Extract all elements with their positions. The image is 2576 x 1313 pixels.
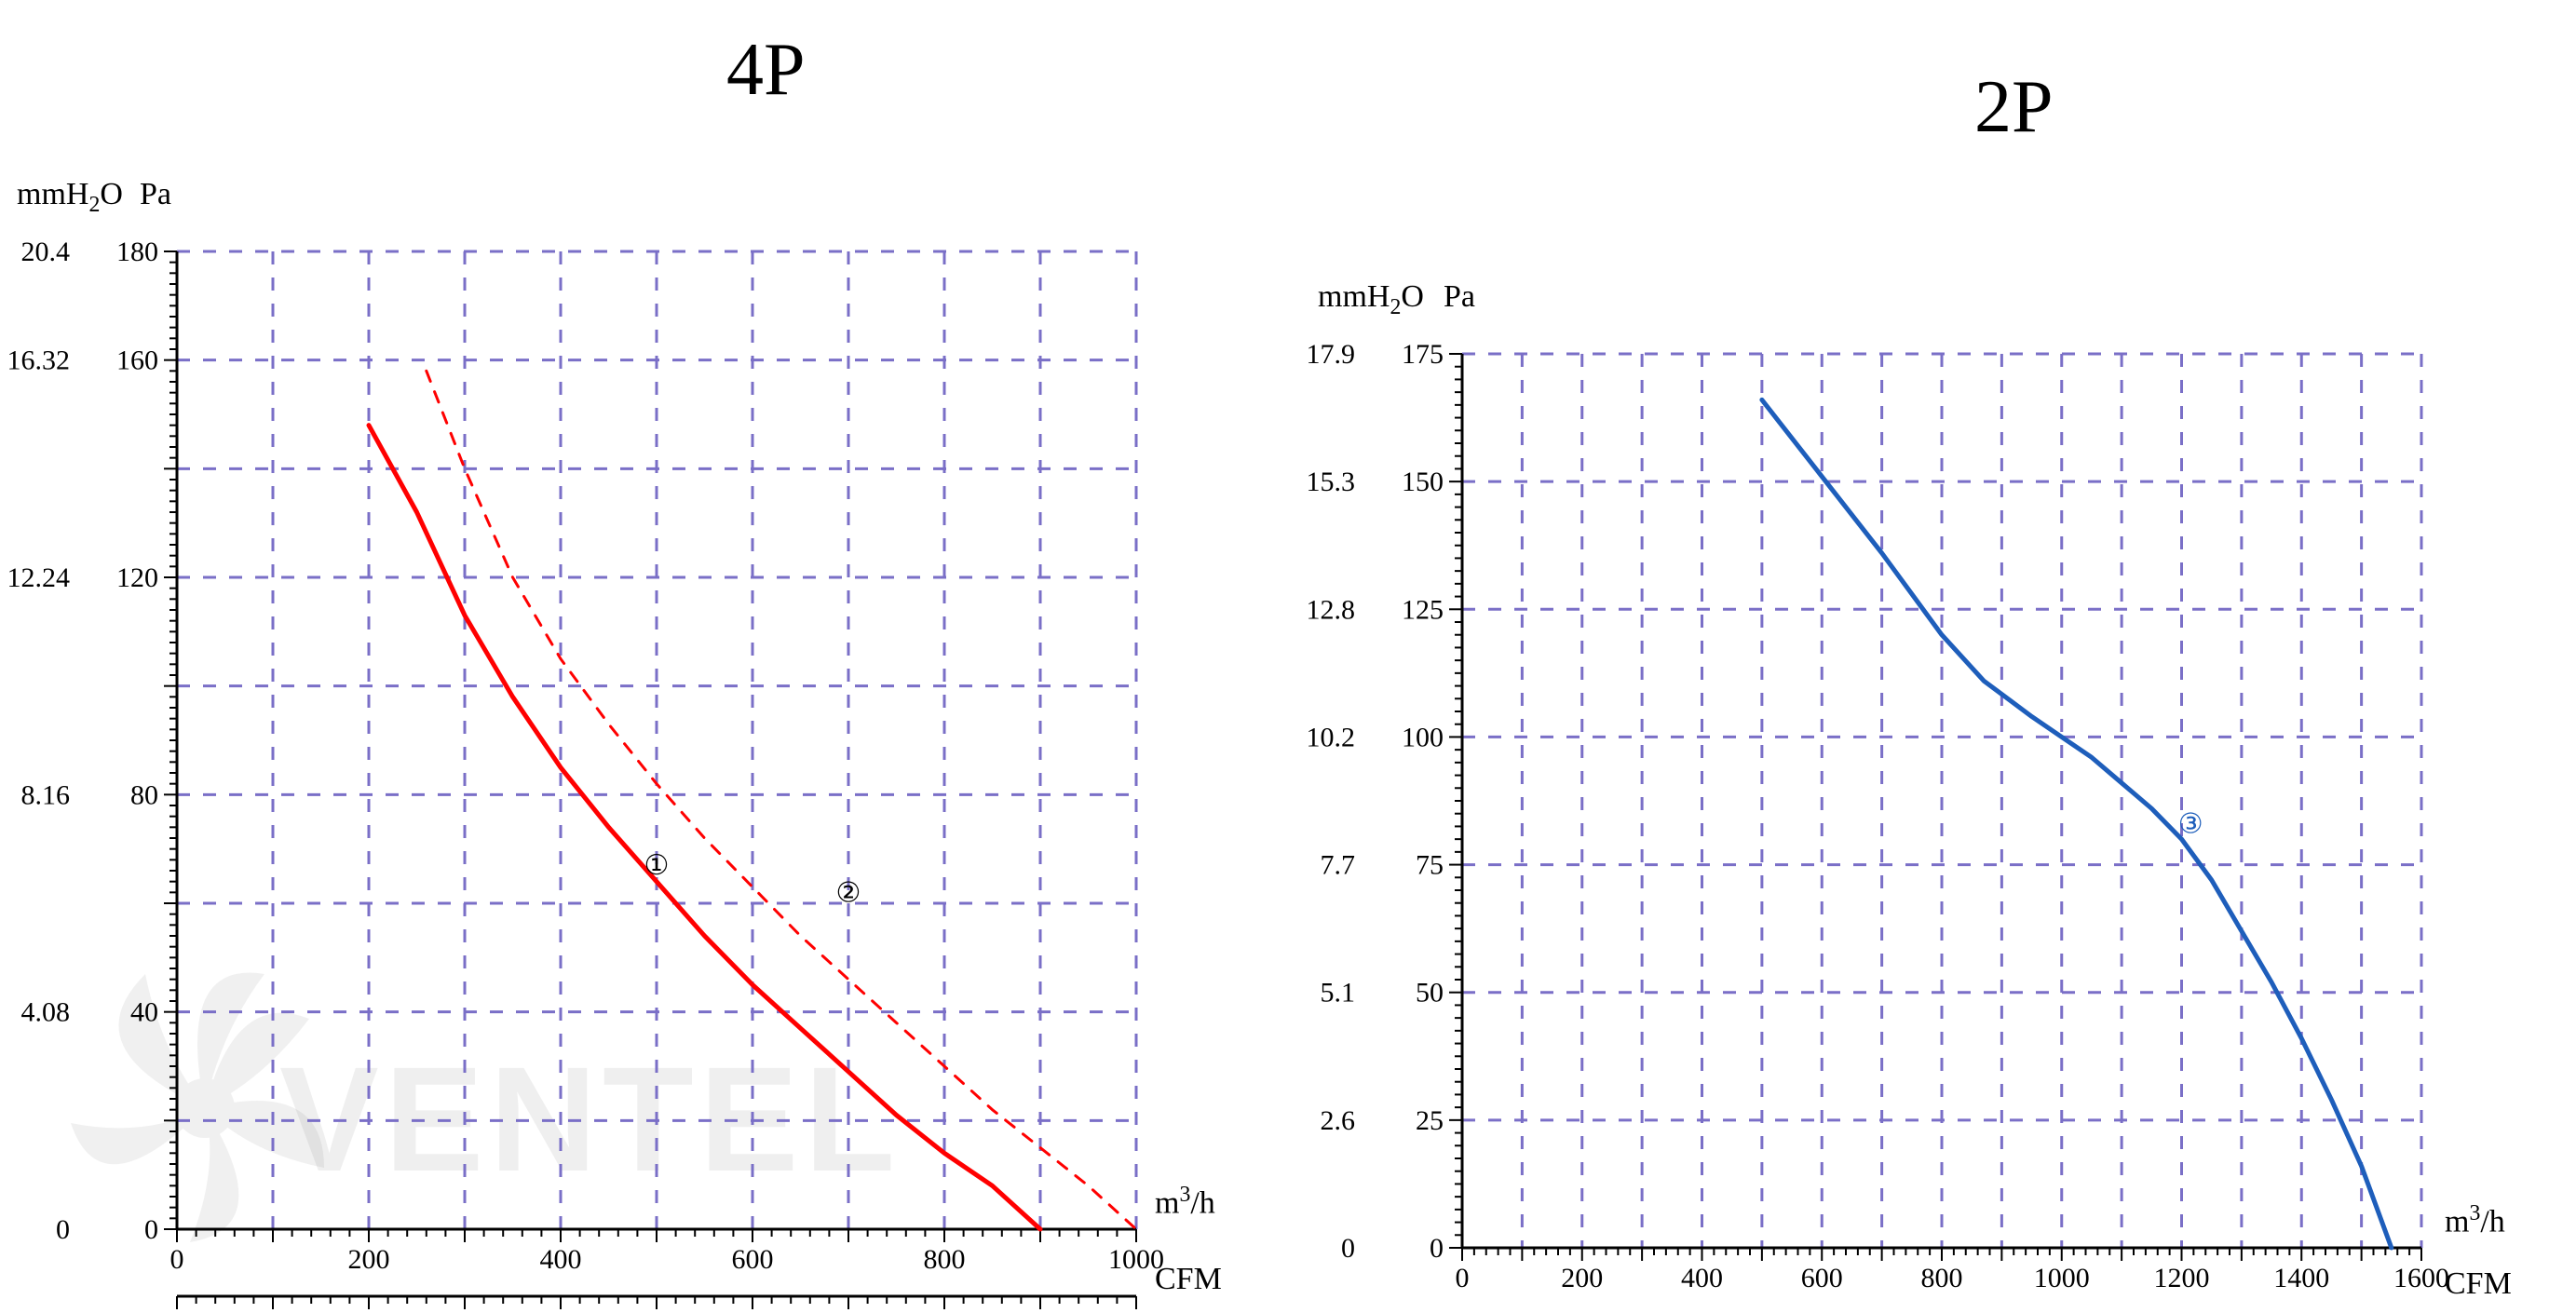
chart-4p-x-cfm-label: CFM (1155, 1262, 1222, 1297)
svg-text:0: 0 (170, 1244, 184, 1275)
chart-2p-x-cfm-label: CFM (2445, 1266, 2512, 1302)
svg-text:1600: 1600 (2393, 1263, 2449, 1293)
chart-2p: 2P mmH2O Pa m3/h CFM 0 25 50 75 100 125 150 175… (1304, 0, 2570, 1313)
svg-text:①: ① (644, 850, 670, 881)
svg-text:180: 180 (116, 237, 158, 267)
svg-text:160: 160 (116, 345, 158, 376)
svg-text:200: 200 (348, 1244, 390, 1275)
svg-text:8.16: 8.16 (21, 779, 71, 810)
chart-4p-y-mm-label: mmH2O (17, 177, 123, 218)
svg-text:16.32: 16.32 (7, 345, 71, 376)
chart-4p-x-m3h-label: m3/h (1155, 1183, 1215, 1221)
svg-text:40: 40 (130, 997, 158, 1028)
svg-text:75: 75 (1416, 850, 1444, 881)
chart-2p-y-mm-label: mmH2O (1318, 279, 1424, 320)
svg-text:400: 400 (540, 1244, 582, 1275)
svg-text:0: 0 (56, 1214, 70, 1245)
svg-text:4.08: 4.08 (21, 997, 71, 1028)
chart-2p-plot: 0 25 50 75 100 125 150 175 0 2.6 5.1 7.7 10.2 12.8 15.… (1304, 0, 2570, 1313)
svg-text:200: 200 (1561, 1263, 1603, 1293)
svg-text:12.8: 12.8 (1307, 594, 1356, 625)
svg-text:80: 80 (130, 779, 158, 810)
svg-text:7.7: 7.7 (1321, 850, 1356, 881)
chart-4p: 4P mmH2O Pa m3/h CFM 0 40 80 120 160 180 0 4.08… (0, 0, 1276, 1313)
svg-text:③: ③ (2178, 809, 2203, 840)
svg-text:0: 0 (1430, 1233, 1444, 1264)
svg-text:600: 600 (732, 1244, 774, 1275)
svg-text:100: 100 (1402, 722, 1444, 752)
svg-text:50: 50 (1416, 978, 1444, 1008)
svg-text:25: 25 (1416, 1105, 1444, 1136)
svg-text:400: 400 (1681, 1263, 1723, 1293)
svg-text:125: 125 (1402, 594, 1444, 625)
chart-4p-plot: 0 40 80 120 160 180 0 4.08 8.16 12.24 16.32 20.4 0 20… (0, 0, 1276, 1313)
svg-text:0: 0 (1456, 1263, 1470, 1293)
svg-text:600: 600 (1801, 1263, 1843, 1293)
svg-text:12.24: 12.24 (7, 562, 71, 593)
svg-text:②: ② (836, 877, 861, 908)
svg-text:17.9: 17.9 (1307, 339, 1356, 370)
svg-text:10.2: 10.2 (1307, 722, 1356, 752)
svg-text:15.3: 15.3 (1307, 467, 1356, 497)
svg-text:20.4: 20.4 (21, 237, 71, 267)
svg-text:175: 175 (1402, 339, 1444, 370)
svg-text:0: 0 (144, 1214, 158, 1245)
svg-text:2.6: 2.6 (1321, 1105, 1356, 1136)
svg-text:150: 150 (1402, 467, 1444, 497)
chart-2p-title: 2P (1974, 65, 2054, 150)
svg-text:800: 800 (924, 1244, 966, 1275)
svg-text:0: 0 (1341, 1233, 1355, 1264)
chart-4p-y-pa-label: Pa (140, 177, 171, 212)
chart-2p-y-pa-label: Pa (1444, 279, 1475, 315)
svg-text:800: 800 (1921, 1263, 1963, 1293)
chart-4p-title: 4P (726, 28, 806, 113)
svg-text:1400: 1400 (2273, 1263, 2329, 1293)
page: VENTEL 4P mmH2O Pa m3/h CFM 040801201601… (0, 0, 2576, 1313)
chart-2p-x-m3h-label: m3/h (2445, 1201, 2505, 1239)
svg-text:5.1: 5.1 (1321, 978, 1356, 1008)
svg-text:120: 120 (116, 562, 158, 593)
svg-text:1200: 1200 (2154, 1263, 2210, 1293)
svg-text:1000: 1000 (2034, 1263, 2090, 1293)
